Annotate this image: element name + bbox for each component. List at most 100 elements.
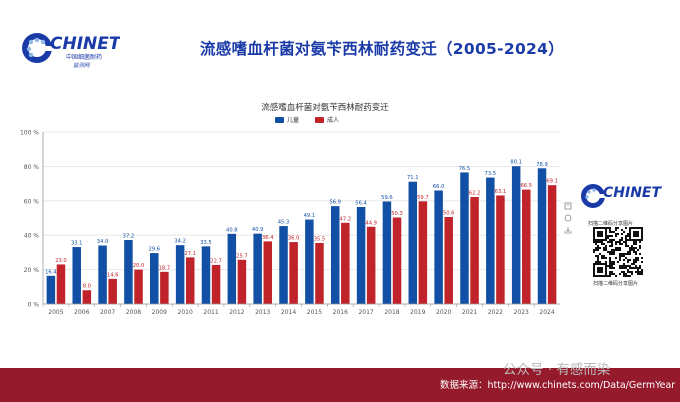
restore-icon[interactable] [562, 214, 574, 224]
data-label: 40.9 [252, 227, 264, 233]
bar-adults [82, 290, 92, 304]
bar-children [124, 240, 133, 304]
bar-adults [263, 241, 273, 304]
bar-children [201, 246, 211, 304]
bar-children [72, 247, 81, 304]
bar-adults [522, 189, 531, 304]
bar-children [175, 245, 185, 304]
data-label: 29.6 [148, 247, 160, 253]
bar-children [46, 275, 56, 304]
qr-caption-top: 扫描二维码分享图片 [588, 221, 634, 227]
logo-subtitle-1: 中国细菌耐药 [66, 53, 102, 61]
x-tick-label: 2009 [152, 309, 167, 316]
bar-adults [237, 259, 247, 304]
x-tick-label: 2013 [255, 309, 270, 316]
data-label: 40.8 [226, 227, 238, 233]
data-label: 47.2 [340, 216, 352, 222]
data-label: 16.4 [45, 269, 57, 275]
qr-code [592, 226, 644, 278]
y-tick-label: 60 % [24, 198, 40, 205]
x-tick-label: 2023 [514, 309, 529, 316]
page-title: 流感嗜血杆菌对氨苄西林耐药变迁（2005-2024） [200, 40, 565, 58]
data-label: 34.0 [97, 239, 109, 245]
data-label: 8.0 [83, 284, 91, 290]
y-tick-label: 100 % [20, 130, 39, 137]
bar-adults [160, 271, 169, 304]
data-label: 20.0 [133, 263, 145, 269]
data-label: 63.1 [495, 189, 507, 195]
bar-adults [315, 242, 324, 304]
data-label: 44.9 [365, 220, 377, 226]
x-tick-label: 2011 [203, 309, 218, 316]
data-label: 36.4 [262, 235, 274, 241]
data-label: 78.9 [536, 162, 548, 168]
x-tick-label: 2019 [410, 309, 425, 316]
bar-adults [289, 242, 298, 304]
bar-children [434, 190, 443, 304]
bar-children [511, 166, 521, 304]
watermark: 公众号 · 有感而染 [503, 362, 611, 378]
bar-adults [366, 226, 376, 304]
data-label: 71.1 [407, 175, 419, 181]
footer-bar [0, 368, 680, 402]
bar-adults [496, 195, 505, 304]
x-tick-label: 2015 [307, 309, 322, 316]
y-tick-label: 40 % [24, 233, 40, 240]
data-label: 69.1 [546, 179, 558, 185]
data-label: 37.2 [123, 234, 135, 240]
bar-adults [134, 269, 143, 304]
bar-children [227, 233, 237, 304]
bar-children [98, 245, 107, 304]
data-label: 66.0 [433, 184, 445, 190]
download-icon[interactable] [562, 202, 574, 212]
bar-children [356, 206, 366, 304]
logo-subtitle-2: 监测网 [73, 62, 91, 69]
data-label: 80.1 [510, 160, 522, 166]
bar-children [486, 177, 495, 304]
y-tick-label: 20 % [24, 267, 40, 274]
bar-chart: 16.4 23.0 33.1 8.0 34.0 14.6 37.2 20.0 29.6 18.7 3… [20, 116, 560, 316]
data-label: 36.0 [288, 236, 300, 242]
data-label: 50.6 [443, 210, 455, 216]
data-view-icon[interactable] [562, 226, 574, 236]
chinet-logo: CHINET 中国细菌耐药 监测网 [20, 28, 122, 72]
x-tick-label: 2024 [539, 309, 554, 316]
bar-children [150, 253, 159, 304]
data-label: 33.1 [71, 241, 83, 247]
legend-label: 儿童 [287, 116, 299, 124]
data-label: 25.7 [236, 253, 248, 259]
x-tick-label: 2016 [333, 309, 348, 316]
bar-adults [470, 197, 479, 304]
bar-adults [444, 216, 453, 304]
chart-title: 流感嗜血杆菌对氨苄西林耐药变迁 [261, 103, 389, 113]
bar-children [408, 181, 418, 304]
side-chinet-logo: CHINET [580, 178, 665, 214]
data-label: 56.4 [355, 200, 367, 206]
data-label: 23.0 [55, 258, 67, 264]
y-tick-label: 0 % [28, 302, 40, 309]
x-tick-label: 2017 [358, 309, 373, 316]
data-label: 59.6 [381, 195, 393, 201]
data-label: 50.3 [391, 211, 403, 217]
x-tick-label: 2018 [384, 309, 399, 316]
data-label: 27.1 [184, 251, 196, 257]
data-source: 数据来源：http://www.chinets.com/Data/GermYea… [440, 380, 676, 391]
x-tick-label: 2022 [488, 309, 503, 316]
data-label: 62.2 [469, 191, 481, 197]
logo-text: CHINET [50, 34, 120, 54]
data-label: 56.9 [329, 200, 341, 206]
x-tick-label: 2014 [281, 309, 296, 316]
data-label: 76.5 [459, 166, 471, 172]
bar-adults [108, 278, 117, 304]
side-logo-text: CHINET [603, 185, 662, 201]
bar-adults [547, 185, 557, 304]
data-label: 34.2 [174, 239, 186, 245]
bar-adults [341, 222, 350, 304]
data-label: 33.5 [200, 240, 212, 246]
bar-children [305, 219, 314, 304]
bar-adults [56, 264, 66, 304]
x-tick-label: 2006 [74, 309, 89, 316]
bar-children [279, 226, 288, 304]
qr-caption-bottom: 扫描二维码分享图片 [593, 281, 639, 287]
bar-children [460, 172, 469, 304]
